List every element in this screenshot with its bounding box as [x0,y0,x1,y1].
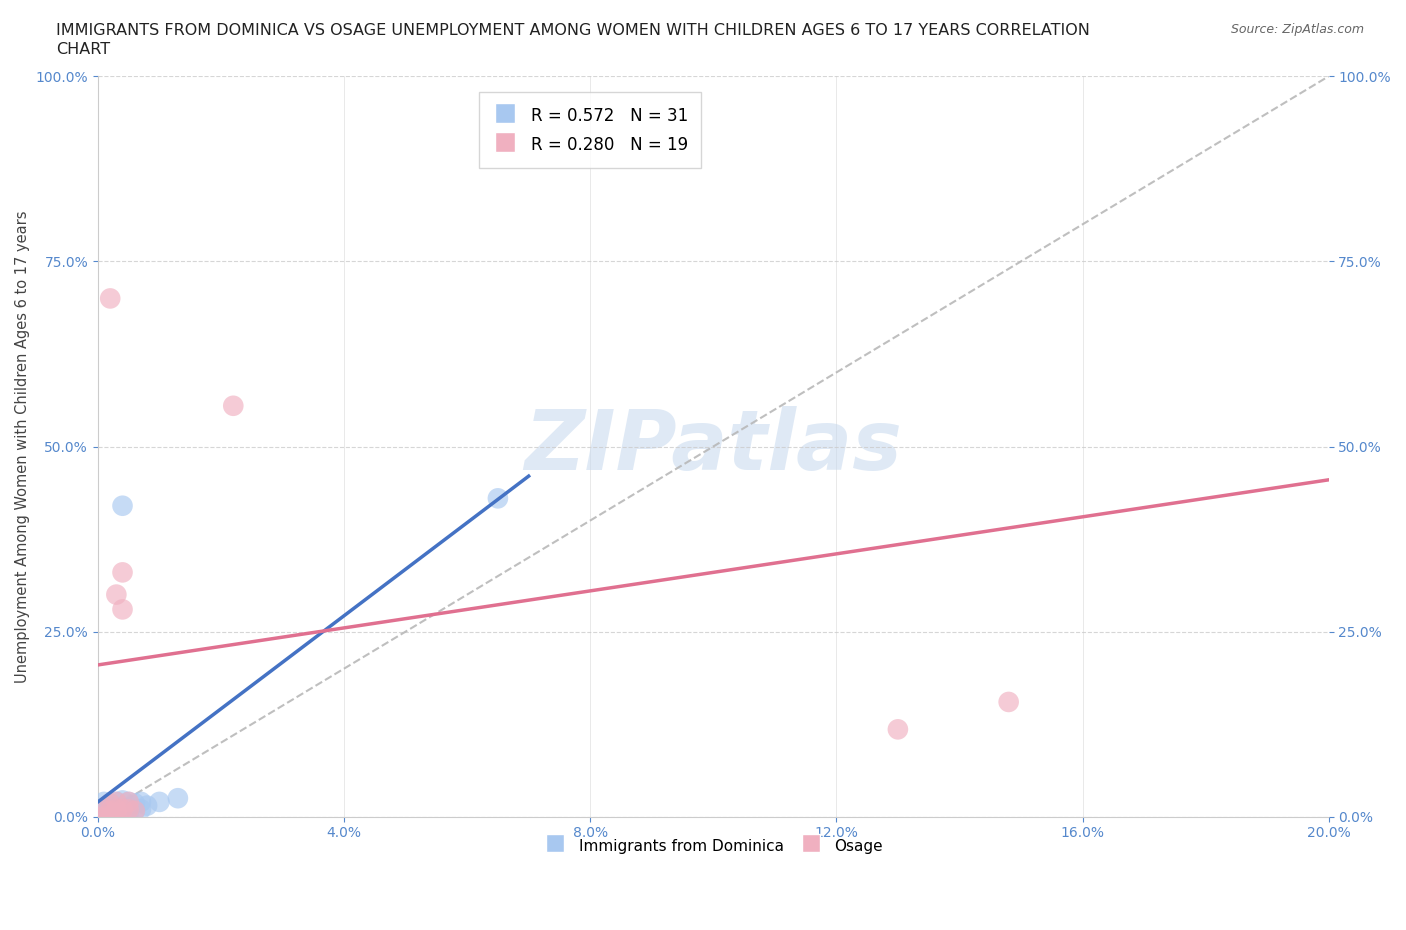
Point [997,695,1019,710]
Point [98,805,121,820]
Point [105,802,128,817]
Point [87,809,110,824]
Point [93,809,115,824]
Point [105,805,128,820]
Text: IMMIGRANTS FROM DOMINICA VS OSAGE UNEMPLOYMENT AMONG WOMEN WITH CHILDREN AGES 6 : IMMIGRANTS FROM DOMINICA VS OSAGE UNEMPL… [56,23,1090,38]
Y-axis label: Unemployment Among Women with Children Ages 6 to 17 years: Unemployment Among Women with Children A… [15,210,30,683]
Point [93,809,115,824]
Point [136,798,159,813]
Point [124,804,146,818]
Point [124,804,146,818]
Point [111,802,134,817]
Point [93,802,115,817]
Point [118,801,141,816]
Text: ZIPatlas: ZIPatlas [524,406,903,487]
Point [98,802,121,817]
Text: Source: ZipAtlas.com: Source: ZipAtlas.com [1230,23,1364,36]
Point [486,491,509,506]
Point [98,809,121,824]
Point [111,793,134,808]
Point [87,805,110,820]
Legend: Immigrants from Dominica, Osage: Immigrants from Dominica, Osage [537,830,889,861]
Point [105,802,128,817]
Point [105,587,128,602]
Point [98,796,121,811]
Point [118,802,141,817]
Point [93,801,115,816]
Point [87,809,110,824]
Point [98,291,121,306]
Point [887,722,910,737]
Point [129,794,152,809]
Point [111,498,134,513]
Point [98,809,121,824]
Point [105,805,128,820]
Point [111,602,134,617]
Point [87,809,110,824]
Point [167,790,190,805]
Point [98,804,121,818]
Point [105,809,128,824]
Point [118,805,141,820]
Point [111,565,134,579]
Point [111,802,134,817]
Point [118,794,141,809]
Point [87,802,110,817]
Point [93,804,115,818]
Point [222,398,245,413]
Point [93,805,115,820]
Point [98,796,121,811]
Point [124,796,146,811]
Point [118,794,141,809]
Point [111,805,134,820]
Point [148,794,170,809]
Point [129,802,152,817]
Point [93,794,115,809]
Text: CHART: CHART [56,42,110,57]
Point [105,794,128,809]
Point [105,794,128,809]
